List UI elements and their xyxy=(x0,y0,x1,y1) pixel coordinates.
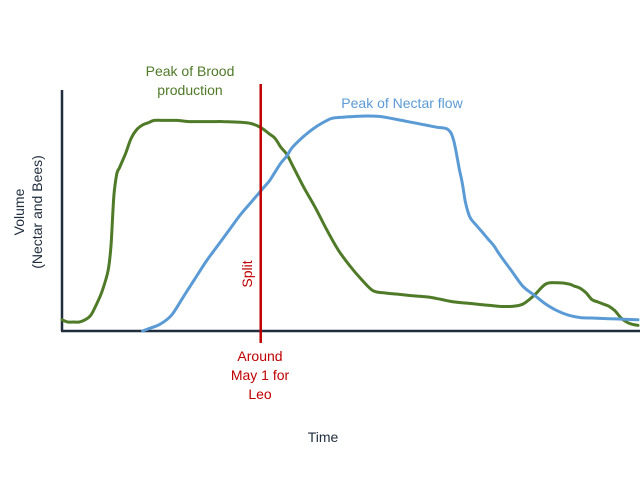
nectar-flow-line xyxy=(141,114,640,333)
split-caption-line2: May 1 for xyxy=(231,367,290,383)
brood-peak-label-line1: Peak of Brood xyxy=(146,63,235,79)
y-axis-label-line1: Volume xyxy=(11,188,27,235)
nectar-peak-label: Peak of Nectar flow xyxy=(341,95,463,111)
split-caption-line1: Around xyxy=(237,348,282,364)
brood-production-line xyxy=(60,118,640,327)
brood-peak-label-line2: production xyxy=(157,82,222,98)
y-axis-label-line2: (Nectar and Bees) xyxy=(29,155,45,269)
x-axis-label: Time xyxy=(308,429,339,445)
split-label: Split xyxy=(239,260,255,287)
split-caption-line3: Leo xyxy=(248,386,272,402)
